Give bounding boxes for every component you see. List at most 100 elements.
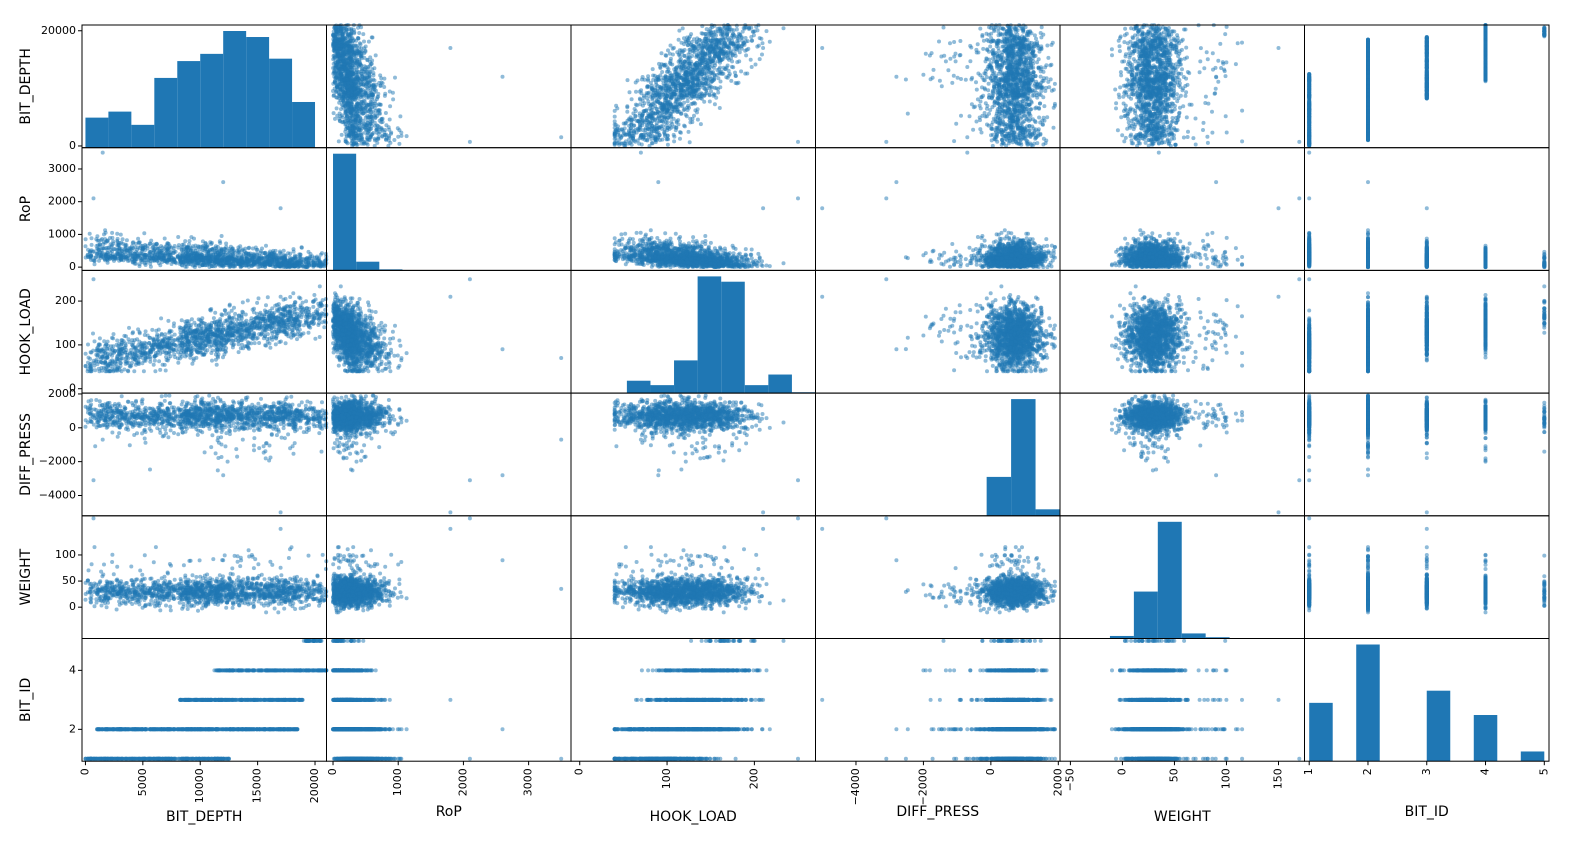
- hist-bar: [154, 78, 177, 148]
- scatter-point: [365, 128, 369, 132]
- hist-bar: [269, 59, 292, 148]
- scatter-point: [365, 141, 369, 145]
- scatter-point: [397, 142, 401, 146]
- scatter-point: [340, 26, 344, 30]
- panels: [82, 23, 1549, 761]
- scatter-point: [375, 141, 379, 145]
- scatter-point: [331, 72, 335, 76]
- hist-bar: [200, 54, 223, 148]
- scatter-point: [355, 103, 359, 107]
- scatter-point: [337, 101, 341, 105]
- scatter-point: [354, 57, 358, 61]
- scatter-point: [364, 89, 368, 93]
- scatter-point: [352, 72, 356, 76]
- scatter-point: [367, 80, 371, 84]
- scatter-point: [341, 96, 345, 100]
- scatter-point: [352, 133, 356, 137]
- scatter-point: [372, 66, 376, 70]
- scatter-point: [354, 62, 358, 66]
- scatter-point: [343, 65, 347, 69]
- scatter-point: [357, 77, 361, 81]
- hist-bar: [131, 125, 154, 148]
- hist-bar: [108, 112, 131, 148]
- scatter-point: [396, 126, 400, 130]
- scatter-point: [363, 106, 367, 110]
- scatter-point: [332, 94, 336, 98]
- scatter-point: [335, 114, 339, 118]
- scatter-point: [378, 103, 382, 107]
- scatter-point: [360, 142, 364, 146]
- scatter-point: [366, 65, 370, 69]
- scatter-point: [384, 111, 388, 115]
- scatter-point: [365, 136, 369, 140]
- hist-bar: [85, 118, 108, 148]
- scatter-point: [344, 116, 348, 120]
- scatter-point: [381, 135, 385, 139]
- scatter-point: [383, 92, 387, 96]
- panel-bit_depth-vs-hook_load: [571, 23, 816, 148]
- scatter-point: [339, 70, 343, 74]
- hist-bar: [246, 37, 269, 148]
- scatter-point: [448, 46, 452, 50]
- scatter-point: [361, 32, 365, 36]
- scatter-point: [354, 119, 358, 123]
- scatter-point: [351, 78, 355, 82]
- scatter-point: [359, 72, 363, 76]
- scatter-point: [342, 100, 346, 104]
- scatter-point: [332, 56, 336, 60]
- scatter-point: [359, 25, 363, 29]
- scatter-point: [364, 83, 368, 87]
- scatter-point: [347, 51, 351, 55]
- scatter-point: [559, 135, 563, 139]
- scatter-point: [367, 40, 371, 44]
- scatter-point: [348, 46, 352, 50]
- scatter-point: [335, 65, 339, 69]
- scatter-point: [355, 44, 359, 48]
- scatter-point: [501, 75, 505, 79]
- scatter-point: [378, 112, 382, 116]
- scatter-point: [335, 106, 339, 110]
- scatter-point: [391, 91, 395, 95]
- scatter-point: [378, 84, 382, 88]
- scatter-point: [357, 97, 361, 101]
- scatter-point: [340, 78, 344, 82]
- scatter-point: [360, 67, 364, 71]
- scatter-point: [331, 33, 335, 37]
- scatter-point: [387, 128, 391, 132]
- scatter-point: [356, 37, 360, 41]
- scatter-point: [384, 123, 388, 127]
- scatter-point: [399, 131, 403, 135]
- scatter-point: [388, 104, 392, 108]
- scatter-point: [360, 56, 364, 60]
- scatter-point: [365, 94, 369, 98]
- scatter-point: [347, 134, 351, 138]
- scatter-point: [346, 93, 350, 97]
- scatter-point: [385, 136, 389, 140]
- scatter-point: [366, 121, 370, 125]
- scatter-point: [361, 111, 365, 115]
- scatter-point: [360, 127, 364, 131]
- scatter-point: [378, 108, 382, 112]
- scatter-point: [374, 113, 378, 117]
- scatter-point: [353, 93, 357, 97]
- scatter-point: [371, 96, 375, 100]
- hist-bar: [177, 61, 200, 148]
- scatter-point: [368, 113, 372, 117]
- scatter-point: [336, 29, 340, 33]
- hist-bar: [292, 102, 315, 148]
- scatter-point: [370, 92, 374, 96]
- scatter-point: [392, 138, 396, 142]
- panel-bit_depth-vs-bit_depth: [82, 25, 327, 148]
- scatter-point: [347, 121, 351, 125]
- scatter-point: [335, 89, 339, 93]
- scatter-point: [340, 133, 344, 137]
- scatter-point: [374, 128, 378, 132]
- scatter-point: [364, 77, 368, 81]
- scatter-point: [369, 127, 373, 131]
- scatter-point: [368, 60, 372, 64]
- scatter-point: [354, 125, 358, 129]
- scatter-point: [335, 74, 339, 78]
- scatter-point: [391, 97, 395, 101]
- scatter-point: [349, 39, 353, 43]
- scatter-point: [331, 89, 335, 93]
